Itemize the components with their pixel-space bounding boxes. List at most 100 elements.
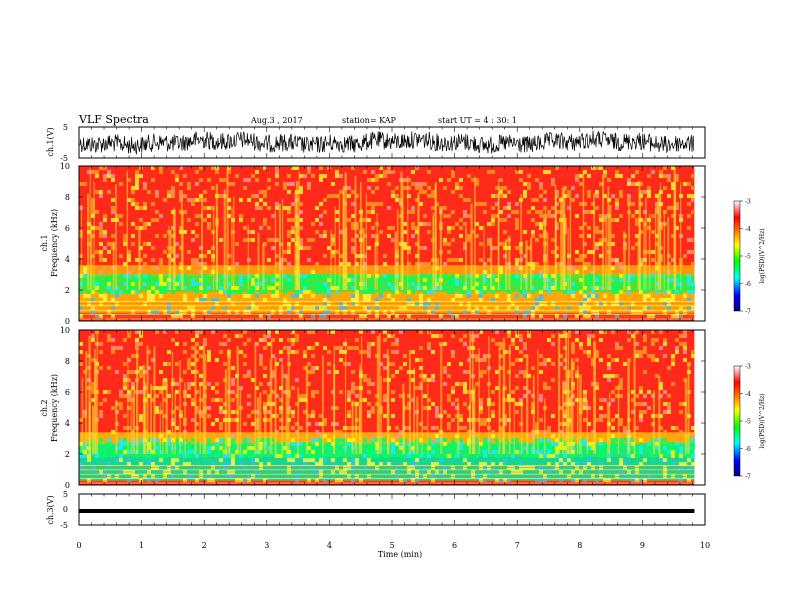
spectrogram-cell [615,314,619,318]
spectrogram-cell [363,262,367,266]
spectrogram-cell [299,314,303,318]
spectrogram-cell [95,454,99,458]
spectrogram-cell [167,190,171,194]
spectrogram-cell [335,282,339,286]
spectrogram-cell [299,226,303,230]
spectrogram-cell [151,286,155,290]
spectrogram-cell [659,346,663,350]
spectrogram-cell [591,274,595,278]
spectrogram-cell [287,246,291,250]
spectrogram-cell [391,310,395,314]
spectrogram-cell [319,290,323,294]
spectrogram-cell [327,310,331,314]
spectrogram-cell [299,466,303,470]
spectrogram-cell [675,206,679,210]
spectrogram-cell [615,414,619,418]
spectrogram-cell [139,414,143,418]
spectrogram-cell [303,398,307,402]
spectrogram-cell [139,438,143,442]
spectrogram-cell [359,314,363,318]
spectrogram-cell [499,418,503,422]
spectrogram-cell [375,202,379,206]
spectrogram-cell [151,446,155,450]
spectrogram-cell [99,454,103,458]
spectrogram-cell [91,466,95,470]
spectrogram-cell [447,422,451,426]
spectrogram-cell [115,286,119,290]
spectrogram-cell [415,282,419,286]
spectrogram-cell [499,286,503,290]
colorbar-tick-label: -7 [745,309,751,316]
spectrogram-cell [671,314,675,318]
spectrogram-cell [403,186,407,190]
spectrogram-cell [195,282,199,286]
spectrogram-cell [591,290,595,294]
spectrogram-cell [395,474,399,478]
spectrogram-cell [467,290,471,294]
spectrogram-cell [239,386,243,390]
spectrogram-cell [415,474,419,478]
spectrogram-streak [379,333,381,454]
spectrogram-cell [271,274,275,278]
spectrogram-streak [380,376,382,454]
spectrogram-cell [535,422,539,426]
spectrogram-cell [615,174,619,178]
spectrogram-cell [651,354,655,358]
spectrogram-cell [599,414,603,418]
spectrogram-streak [645,197,647,290]
spectrogram-cell [595,382,599,386]
spectrogram-cell [463,214,467,218]
spectrogram-cell [363,282,367,286]
spectrogram-cell [503,274,507,278]
spectrogram-cell [435,438,439,442]
spectrogram-cell [467,274,471,278]
spectrogram-cell [491,282,495,286]
spectrogram-cell [367,350,371,354]
spectrogram-cell [243,362,247,366]
spectrogram-cell [391,398,395,402]
spectrogram-cell [267,226,271,230]
spectrogram-cell [683,310,687,314]
spectrogram-cell [79,182,83,186]
spectrogram-cell [455,258,459,262]
spectrogram-streak [321,355,324,454]
spectrogram-cell [311,330,315,334]
spectrogram-cell [643,250,647,254]
spectrogram-cell [387,334,391,338]
spectrogram-cell [271,370,275,374]
spectrogram-cell [391,190,395,194]
spectrogram-cell [115,294,119,298]
spectrogram-cell [523,274,527,278]
spectrogram-streak [525,240,528,290]
spectrogram-cell [255,386,259,390]
spectrogram-cell [415,454,419,458]
spectrogram-cell [163,362,167,366]
spectrogram-cell [495,454,499,458]
spectrogram-cell [415,198,419,202]
spectrogram-cell [363,286,367,290]
spectrogram-cell [295,474,299,478]
spectrogram-cell [523,286,527,290]
spectrogram-cell [527,450,531,454]
spectrogram-cell [423,262,427,266]
spectrogram-cell [359,350,363,354]
spectrogram-cell [147,450,151,454]
spectrogram-cell [535,286,539,290]
spectrogram-cell [623,430,627,434]
spectrogram-cell [371,190,375,194]
spectrogram-cell [379,282,383,286]
spectrogram-cell [135,206,139,210]
spectrogram-cell [199,382,203,386]
spectrogram-cell [199,474,203,478]
spectrogram-cell [587,226,591,230]
spectrogram-cell [435,454,439,458]
spectrogram-cell [223,462,227,466]
spectrogram-cell [199,254,203,258]
spectrogram-cell [355,298,359,302]
spectrogram-cell [367,382,371,386]
spectrogram-cell [287,242,291,246]
spectrogram-cell [307,282,311,286]
spectrogram-cell [187,250,191,254]
spectrogram-cell [259,190,263,194]
spectrogram-cell [595,278,599,282]
